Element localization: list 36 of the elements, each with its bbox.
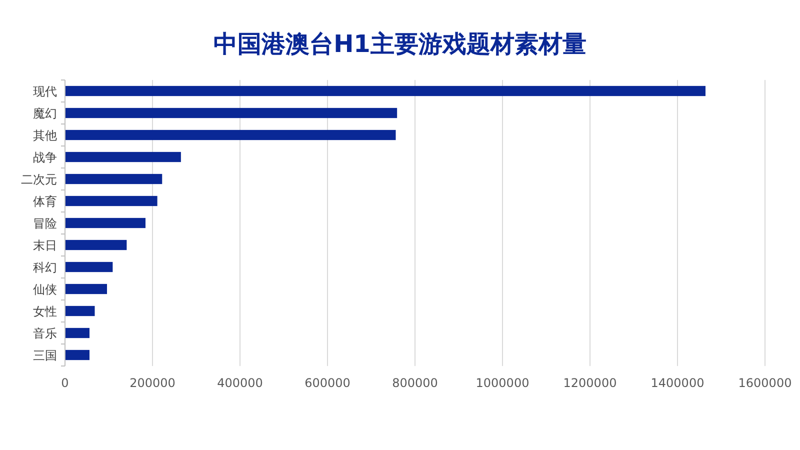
bar [65,86,706,96]
y-tick-label: 女性 [33,304,57,318]
y-tick-label: 其他 [33,128,57,142]
bar [65,196,158,206]
y-tick-label: 三国 [33,348,57,362]
x-tick-label: 1200000 [563,376,617,390]
bar [65,306,95,316]
bar [65,328,90,338]
y-tick-label: 末日 [33,238,57,252]
x-tick-label: 200000 [130,376,176,390]
x-tick-label: 1400000 [650,376,704,390]
y-tick-label: 二次元 [21,172,57,186]
x-tick-label: 0 [61,376,69,390]
bar [65,218,146,228]
x-tick-label: 800000 [392,376,438,390]
bar [65,108,398,118]
y-tick-label: 魔幻 [33,106,57,120]
bar [65,152,181,162]
bar [65,130,396,140]
bar [65,174,162,184]
chart-title: 中国港澳台H1主要游戏题材素材量 [214,30,586,58]
y-tick-label: 现代 [33,84,57,98]
y-tick-label: 仙侠 [33,282,57,296]
y-tick-label: 音乐 [33,326,57,340]
y-tick-label: 战争 [33,150,57,164]
bar [65,284,107,294]
bar [65,350,90,360]
y-tick-label: 科幻 [33,260,57,274]
x-tick-label: 1600000 [738,376,792,390]
x-tick-label: 1000000 [476,376,530,390]
bar [65,262,113,272]
x-tick-label: 600000 [304,376,350,390]
x-tick-label: 400000 [217,376,263,390]
bar [65,240,127,250]
y-tick-label: 体育 [33,194,57,208]
y-tick-label: 冒险 [33,216,57,230]
